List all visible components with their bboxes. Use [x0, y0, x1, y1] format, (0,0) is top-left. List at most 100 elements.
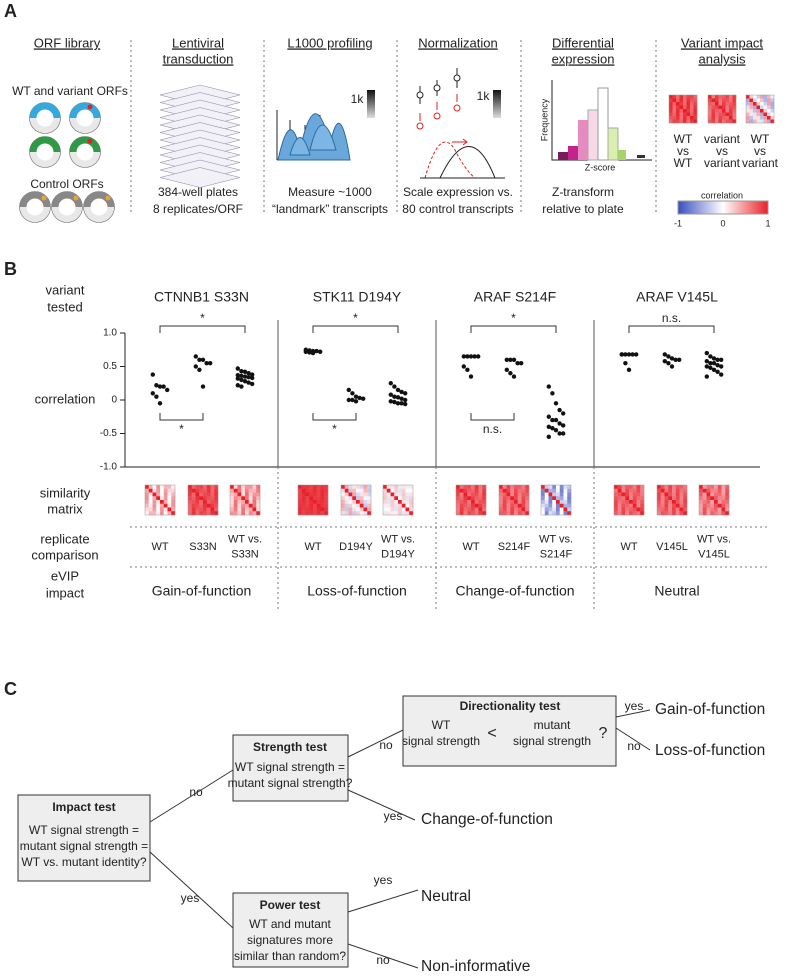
- heatmap-cell: [693, 98, 698, 103]
- data-point: [550, 425, 555, 431]
- heatmap-cell: [502, 507, 507, 512]
- heatmap-cell: [749, 112, 754, 117]
- heatmap-cell: [722, 105, 726, 110]
- heatmap-cell: [390, 511, 395, 516]
- heatmap-cell: [506, 485, 511, 489]
- heatmap-cell: [305, 511, 310, 516]
- heatmap-cell: [710, 492, 715, 497]
- heatmap-cell: [721, 500, 726, 504]
- heatmap-cell: [668, 488, 673, 493]
- data-point: [235, 366, 240, 371]
- data-point: [150, 372, 155, 377]
- heatmap-cell: [746, 119, 750, 124]
- heatmap-cell: [195, 511, 200, 516]
- heatmap-cell: [567, 507, 572, 512]
- heatmap-cell: [298, 492, 302, 497]
- heatmap-cell: [721, 503, 726, 508]
- group-label: WT: [620, 541, 637, 553]
- data-point: [197, 367, 202, 373]
- heatmap-cell: [746, 105, 750, 110]
- heatmap-cell: [305, 488, 310, 493]
- heatmap-cell: [305, 507, 310, 512]
- heatmap-cell: [478, 503, 483, 508]
- data-point: [154, 394, 159, 399]
- heatmap-cell: [352, 511, 357, 516]
- heatmap-cell: [148, 485, 153, 489]
- heatmap-cell: [668, 500, 673, 504]
- heatmap-cell: [344, 488, 349, 493]
- heatmap-cell: [163, 485, 168, 489]
- heatmap-cell: [548, 492, 553, 497]
- heatmap-cell: [352, 507, 357, 512]
- heatmap-cell: [706, 500, 711, 504]
- heatmap-cell: [188, 485, 192, 489]
- heatmap-cell: [148, 503, 153, 508]
- heatmap-cell: [463, 492, 468, 497]
- heatmap-cell: [482, 485, 487, 489]
- heatmap-cell: [552, 496, 557, 501]
- heatmap-cell: [672, 507, 676, 512]
- heatmap-cell: [559, 492, 564, 497]
- heatmap-cell: [237, 488, 242, 493]
- heatmap-cell: [640, 496, 645, 501]
- heatmap-cell: [145, 496, 149, 501]
- heatmap-cell: [409, 485, 414, 489]
- heatmap-cell: [714, 500, 718, 504]
- heatmap-cell: [248, 488, 253, 493]
- heatmap-cell: [679, 95, 684, 99]
- heatmap-cell: [521, 500, 526, 504]
- heatmap-cell: [563, 488, 568, 493]
- heatmap-cell: [463, 503, 468, 508]
- heatmap-cell: [467, 492, 472, 497]
- heatmap-cell: [152, 500, 157, 504]
- plate: [159, 167, 241, 188]
- heatmap-cell: [702, 496, 707, 501]
- heatmap-cell: [636, 496, 641, 501]
- heatmap-cell: [309, 485, 314, 489]
- heatmap-cell: [191, 492, 196, 497]
- data-point: [662, 358, 667, 364]
- heatmap-cell: [363, 511, 368, 516]
- heatmap-cell: [632, 507, 637, 512]
- heatmap-cell: [725, 116, 730, 120]
- heatmap-cell: [686, 119, 691, 124]
- heatmap-cell: [725, 102, 730, 106]
- test-title: Strength test: [253, 740, 327, 754]
- heatmap-cell: [344, 492, 349, 497]
- heatmap-cell: [732, 98, 737, 103]
- heatmap-cell: [559, 511, 564, 516]
- heatmap-cell: [409, 503, 414, 508]
- heatmap-cell: [502, 496, 507, 501]
- heatmap-cell: [614, 503, 618, 508]
- heatmap-cell: [686, 116, 691, 120]
- heatmap-cell: [248, 507, 253, 512]
- heatmap-cell: [672, 485, 676, 489]
- heatmap-cell: [359, 503, 364, 508]
- group-label: D194Y: [339, 541, 373, 553]
- heatmap-cell: [760, 98, 764, 103]
- heatmap-cell: [356, 507, 360, 512]
- heatmap-cell: [210, 503, 215, 508]
- step-title: Variant impact: [681, 35, 764, 50]
- heatmap-cell: [191, 503, 196, 508]
- heatmap-cell: [160, 485, 164, 489]
- heatmap-cell: [230, 492, 234, 497]
- heatmap-cell: [405, 496, 410, 501]
- heatmap-cell: [148, 500, 153, 504]
- heatmap-cell: [614, 485, 618, 489]
- heatmap-cell: [230, 507, 234, 512]
- heatmap-cell: [356, 511, 360, 516]
- heatmap-cell: [152, 485, 157, 489]
- heatmap-cell: [521, 507, 526, 512]
- heatmap-cell: [502, 485, 507, 489]
- heatmap-cell: [760, 119, 764, 124]
- data-point: [310, 350, 316, 356]
- heatmap-cell: [763, 119, 768, 124]
- heatmap-cell: [525, 485, 530, 489]
- data-point: [711, 356, 717, 361]
- heatmap-cell: [676, 102, 680, 106]
- heatmap-cell: [675, 485, 680, 489]
- heatmap-cell: [725, 98, 730, 103]
- group-label: WT vs.: [228, 533, 262, 545]
- heatmap-cell: [313, 488, 317, 493]
